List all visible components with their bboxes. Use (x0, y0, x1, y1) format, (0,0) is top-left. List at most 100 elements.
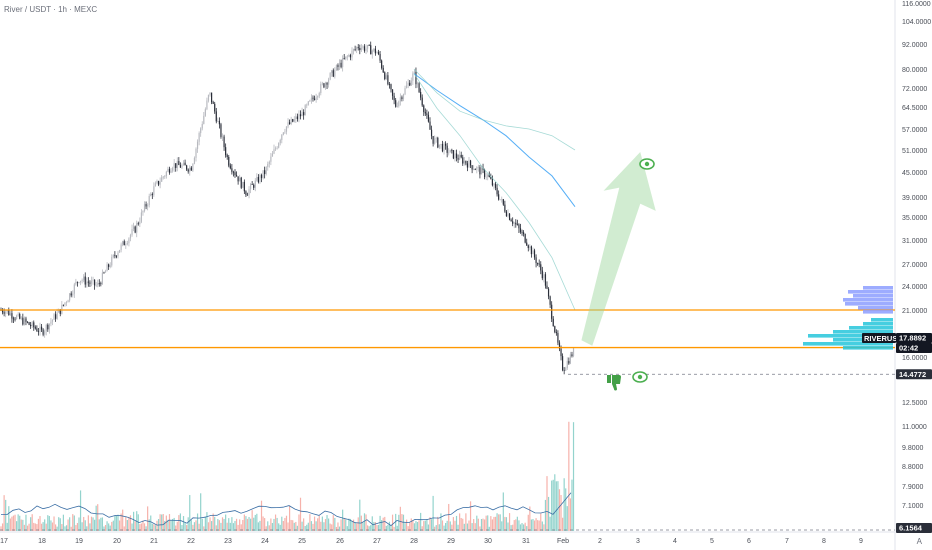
candle-body (58, 309, 60, 313)
volume-bar (250, 518, 252, 531)
volume-bar (418, 520, 420, 531)
candle-body (455, 153, 458, 159)
candle-body (5, 311, 7, 314)
candle-body (290, 119, 292, 125)
volume-bar (22, 519, 24, 531)
volume-bar (454, 520, 456, 531)
volume-bar (8, 506, 10, 531)
candle-body (133, 226, 135, 230)
volume-bar (443, 525, 445, 531)
volume-bar (162, 514, 164, 531)
eye-pupil (644, 161, 650, 167)
volume-bar (84, 520, 86, 531)
candle-body (367, 45, 369, 49)
price-tick-label: 72.0000 (902, 86, 927, 93)
time-tick-label: 22 (187, 538, 195, 545)
volume-bar (203, 526, 205, 531)
candle-body (187, 169, 189, 172)
volume-bar (569, 498, 571, 531)
candle-body (385, 75, 387, 80)
volume-bar (420, 512, 422, 531)
candle-body (240, 177, 242, 188)
time-tick-label: 17 (0, 538, 8, 545)
volume-bar (299, 497, 302, 531)
candle-body (437, 137, 439, 148)
volume-bar (387, 524, 389, 531)
candle-body (276, 147, 278, 149)
candle-body (223, 136, 225, 148)
candle-body (122, 241, 124, 245)
candle-body (168, 168, 171, 173)
volume-bar (552, 479, 554, 531)
candle-body (377, 52, 380, 55)
auto-scale-button[interactable]: A (916, 537, 922, 546)
volume-bar (190, 520, 192, 531)
volume-bar (140, 523, 142, 531)
eye-icon (639, 158, 655, 170)
volume-bar (251, 510, 253, 531)
volume-bar (220, 522, 222, 531)
volume-bar (409, 523, 411, 531)
horizontal-lines (0, 309, 895, 531)
candle-body (563, 370, 565, 371)
volume-bar (221, 517, 224, 531)
candle-body (421, 97, 423, 106)
volume-bar (490, 516, 492, 531)
volume-bar (287, 522, 289, 531)
candle-body (572, 347, 575, 357)
candle-body (234, 172, 236, 176)
candle-body (494, 183, 497, 188)
volume-bar (284, 517, 286, 531)
candle-body (117, 252, 119, 257)
candle-body (407, 82, 409, 86)
volume-profile-bar (848, 290, 893, 294)
candle-body (409, 82, 411, 86)
volume-bar (507, 522, 509, 531)
candle-body (501, 199, 503, 201)
time-tick-label: 4 (673, 538, 677, 545)
last-price-tag: 17.8892 (899, 334, 926, 343)
candle-body (552, 318, 554, 327)
volume-bar (232, 523, 235, 531)
volume-bar (512, 524, 514, 531)
volume-bar (51, 522, 54, 531)
volume-bar (246, 518, 249, 531)
candle-body (390, 84, 392, 90)
volume-bar (494, 516, 497, 531)
candle-body (513, 222, 515, 224)
volume-bar (148, 519, 150, 531)
candle-body (239, 177, 241, 182)
candle-body (555, 332, 557, 334)
candle-body (73, 284, 75, 294)
candle-body (426, 113, 428, 115)
volume-bar (399, 506, 401, 531)
candle-body (404, 88, 406, 95)
volume-bar (161, 514, 163, 531)
candle-body (262, 170, 264, 179)
volume-bar (332, 515, 334, 531)
candle-body (449, 149, 451, 153)
candle-body (396, 106, 398, 107)
candle-body (142, 210, 144, 213)
volume-bar (437, 516, 439, 531)
volume-bar (402, 514, 405, 531)
candle-body (382, 67, 384, 73)
volume-bar (115, 515, 118, 531)
candle-body (549, 296, 551, 305)
volume-profile-bar (803, 342, 893, 346)
volume-bar (505, 517, 508, 531)
candle-body (203, 115, 205, 124)
volume-bar (317, 518, 319, 531)
candle-body (326, 82, 328, 85)
volume-bar (78, 517, 80, 531)
volume-bar (95, 505, 97, 531)
volume-bar (104, 525, 107, 531)
volume-bar (254, 514, 256, 531)
time-tick-label: 29 (447, 538, 455, 545)
time-tick-label: 19 (75, 538, 83, 545)
volume-bar (147, 506, 149, 531)
candle-body (558, 342, 561, 349)
candle-body (157, 181, 160, 185)
volume-bar (304, 526, 306, 531)
